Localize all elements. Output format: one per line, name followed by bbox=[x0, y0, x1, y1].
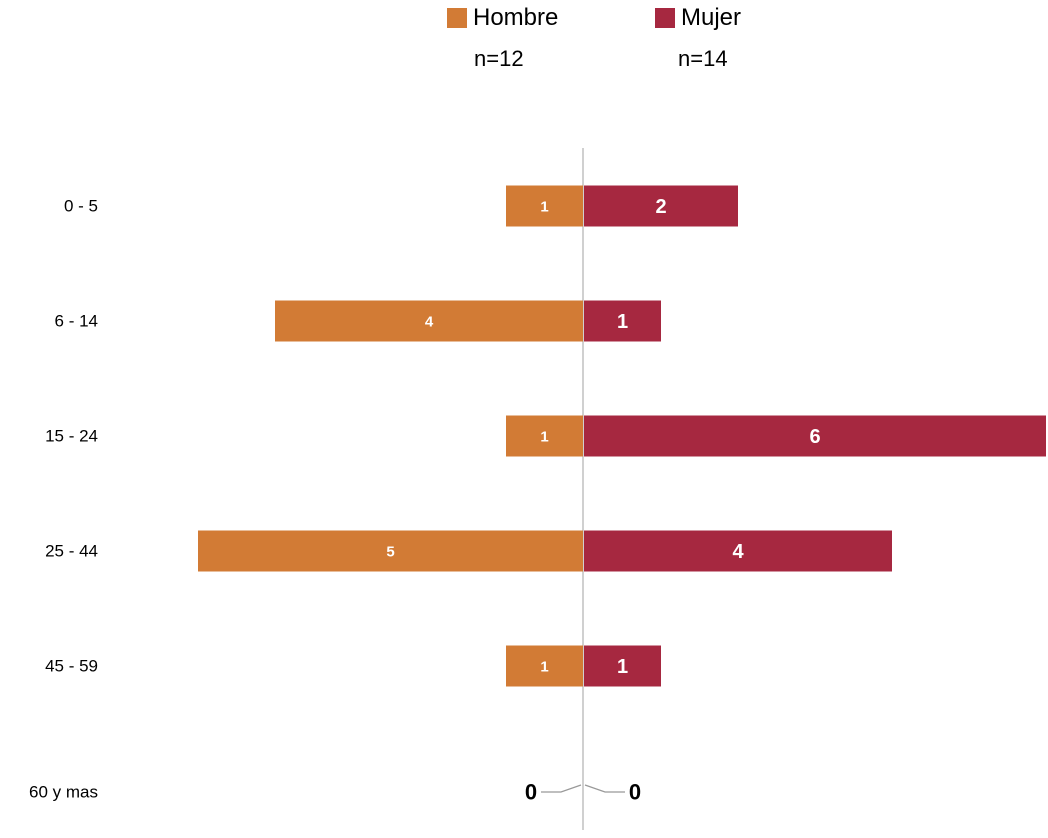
sample-size-mujer: n=14 bbox=[678, 46, 728, 71]
data-label-hombre: 1 bbox=[540, 659, 548, 676]
legend-item-mujer: Mujer bbox=[655, 4, 741, 32]
sample-size-hombre: n=12 bbox=[474, 46, 524, 71]
leader-line-hombre bbox=[541, 784, 582, 793]
data-label-mujer: 2 bbox=[655, 196, 666, 218]
category-label: 0 - 5 bbox=[64, 197, 98, 216]
bar-hombre bbox=[198, 530, 583, 572]
data-label-hombre: 1 bbox=[540, 429, 548, 446]
data-label-hombre: 5 bbox=[386, 544, 394, 561]
legend-swatch-mujer bbox=[655, 8, 675, 28]
category-label: 25 - 44 bbox=[45, 542, 98, 561]
bar-mujer bbox=[584, 645, 661, 687]
data-label-hombre: 4 bbox=[425, 314, 434, 331]
legend-label-hombre: Hombre bbox=[473, 4, 559, 31]
bar-mujer bbox=[584, 300, 661, 342]
data-label-hombre: 1 bbox=[540, 199, 548, 216]
category-label: 15 - 24 bbox=[45, 427, 98, 446]
bar-mujer bbox=[584, 530, 892, 572]
legend-swatch-hombre bbox=[447, 8, 467, 28]
data-label-mujer: 1 bbox=[617, 311, 628, 333]
data-label-mujer: 6 bbox=[809, 426, 820, 448]
leader-line-mujer bbox=[584, 784, 625, 793]
data-label-hombre: 0 bbox=[525, 780, 537, 805]
category-label: 60 y mas bbox=[29, 783, 98, 802]
bar-hombre bbox=[275, 300, 583, 342]
bar-hombre bbox=[506, 185, 583, 227]
data-label-mujer: 4 bbox=[732, 541, 744, 563]
legend-label-mujer: Mujer bbox=[681, 4, 742, 31]
bar-hombre bbox=[506, 415, 583, 457]
bar-mujer bbox=[584, 415, 1046, 457]
data-label-mujer: 0 bbox=[629, 780, 641, 805]
bar-mujer bbox=[584, 185, 738, 227]
category-label: 45 - 59 bbox=[45, 657, 98, 676]
legend-item-hombre: Hombre bbox=[447, 4, 558, 32]
bar-hombre bbox=[506, 645, 583, 687]
data-label-mujer: 1 bbox=[617, 656, 628, 678]
category-label: 6 - 14 bbox=[55, 312, 98, 331]
